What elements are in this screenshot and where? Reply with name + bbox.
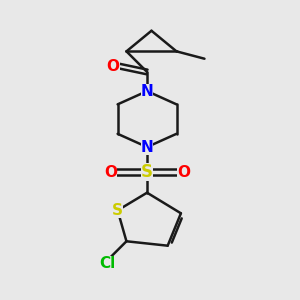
Text: Cl: Cl xyxy=(99,256,116,271)
Text: O: O xyxy=(104,165,117,180)
Text: N: N xyxy=(141,84,153,99)
Text: O: O xyxy=(107,58,120,74)
Text: N: N xyxy=(141,140,153,154)
Text: S: S xyxy=(141,163,153,181)
Text: S: S xyxy=(112,203,123,218)
Text: O: O xyxy=(177,165,190,180)
